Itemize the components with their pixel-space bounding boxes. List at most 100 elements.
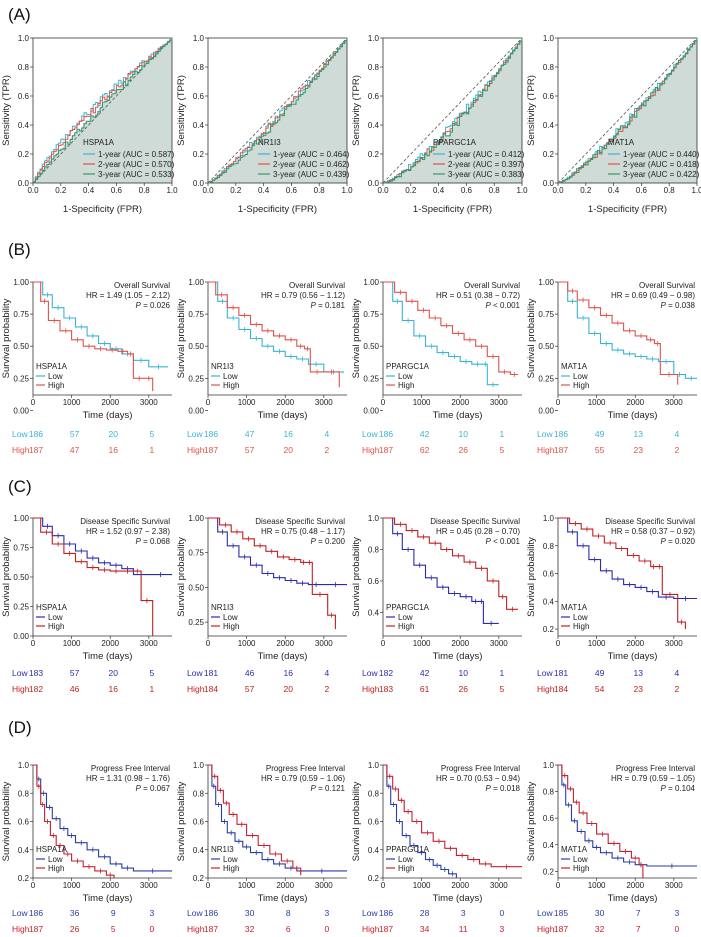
survival-type-title: Overall Survival [639, 281, 695, 290]
risk-table-count: 3 [149, 908, 154, 918]
p-value-number: = 0.018 [491, 784, 521, 793]
x-tick-label: 0.0 [202, 186, 214, 195]
risk-table-count: 186 [379, 429, 393, 439]
y-axis-label: Survival probability [526, 781, 537, 861]
y-tick-label: 0.2 [18, 874, 30, 883]
risk-table-count: 28 [420, 908, 430, 918]
y-tick-label: 0.50 [188, 342, 204, 351]
legend-label-high: High [223, 622, 239, 631]
chart-b-ppargc1a: 0 1000 2000 3000 0.00 0.25 0.50 0.75 1.00 Time (d… [351, 278, 522, 455]
plot-frame [382, 37, 523, 184]
risk-table-count: 186 [204, 908, 218, 918]
hazard-ratio: HR = 0.51 (0.38 − 0.72) [436, 291, 520, 300]
y-tick-label: 0.75 [188, 549, 204, 558]
y-tick-label: 0.25 [188, 618, 204, 627]
y-tick-label: 0.6 [368, 818, 380, 827]
chart-d-mat1a: 0 1000 2000 3000 0.2 0.4 0.6 0.8 1.0 Time (days) S… [526, 761, 697, 934]
x-tick-label: 0.6 [461, 186, 473, 195]
legend-label-high: High [48, 622, 64, 631]
x-tick-label: 3000 [140, 881, 158, 890]
risk-table-count: 47 [245, 429, 255, 439]
legend-gene-name: HSPA1A [36, 603, 68, 612]
y-axis-label: Survival probability [526, 537, 537, 617]
risk-table-count: 54 [595, 684, 605, 694]
risk-table-count: 20 [283, 445, 293, 455]
y-tick-label: 0.2 [543, 150, 555, 159]
chart-c-ppargc1a: 0 1000 2000 3000 0.4 0.6 0.8 1.0 Time (days) Surv… [351, 514, 522, 694]
risk-table-group-low: Low [12, 908, 28, 918]
chart-a-mat1a: 0.0 0.2 0.4 0.6 0.8 1.0 0.0 0.2 0.4 0.6 0.8 1.0 1-Sp… [526, 34, 701, 215]
x-tick-label: 1.0 [516, 186, 528, 195]
x-tick-label: 2000 [626, 881, 644, 890]
p-value: P = 0.104 [661, 784, 696, 793]
plot-frame [207, 37, 348, 184]
risk-table-count: 47 [70, 445, 80, 455]
risk-table-count: 13 [633, 429, 643, 439]
x-axis-label: 1-Specificity (FPR) [238, 204, 317, 215]
km-curve-low [558, 281, 697, 379]
p-value-number: = 0.200 [316, 537, 346, 546]
risk-table-count: 16 [108, 445, 118, 455]
x-tick-label: 0.4 [608, 186, 620, 195]
risk-table-count: 34 [420, 924, 430, 934]
x-tick-label: 2000 [276, 639, 294, 648]
risk-table-count: 4 [324, 668, 329, 678]
legend-label-3-year: 3-year (AUC = 0.422) [623, 170, 700, 179]
chart-c-hspa1a: 0 1000 2000 3000 0.00 0.25 0.50 0.75 1.00 Time (d… [1, 514, 172, 694]
x-tick-label: 2000 [451, 639, 469, 648]
y-tick-label: 1.0 [193, 761, 205, 770]
risk-table-group-low: Low [12, 429, 28, 439]
legend-label-low: Low [223, 855, 238, 864]
y-tick-label: 0.8 [18, 789, 30, 798]
y-tick-label: 0.2 [543, 867, 555, 876]
p-value: P = 0.068 [136, 537, 171, 546]
x-tick-label: 3000 [490, 639, 508, 648]
risk-table-count: 46 [245, 668, 255, 678]
y-tick-label: 0.8 [193, 63, 205, 72]
survival-type-title: Disease Specific Survival [80, 517, 170, 526]
p-value-symbol: P [661, 537, 667, 546]
x-axis-label: Time (days) [258, 893, 308, 904]
km-curve-low [208, 517, 347, 586]
risk-table-count: 57 [245, 445, 255, 455]
risk-table-count: 10 [458, 668, 468, 678]
x-axis-label: Time (days) [258, 651, 308, 662]
x-tick-label: 0.6 [111, 186, 123, 195]
legend-gene-name: MAT1A [561, 603, 588, 612]
reference-diagonal [382, 37, 523, 184]
legend-label-2-year: 2-year (AUC = 0.397) [448, 160, 525, 169]
y-tick-label: 1.00 [363, 278, 379, 287]
y-tick-label: 0.50 [538, 342, 554, 351]
p-value-number: = 0.026 [141, 301, 171, 310]
chart-d-nr1i3: 0 1000 2000 3000 0.2 0.4 0.6 0.8 1.0 Time (days) S… [176, 761, 347, 934]
risk-table-count: 182 [29, 684, 43, 694]
risk-table-count: 183 [29, 668, 43, 678]
y-tick-label: 0.00 [188, 406, 204, 415]
chart-a-nr1i3: 0.0 0.2 0.4 0.6 0.8 1.0 0.0 0.2 0.4 0.6 0.8 1.0 1-Sp… [176, 34, 353, 215]
risk-table-count: 183 [379, 684, 393, 694]
chart-b-nr1i3: 0 1000 2000 3000 0.00 0.25 0.50 0.75 1.00 Time (d… [176, 278, 347, 455]
y-tick-label: 0.0 [18, 179, 30, 188]
y-tick-label: 0.4 [193, 121, 205, 130]
x-tick-label: 1000 [588, 881, 606, 890]
y-tick-label: 0.00 [13, 632, 29, 641]
hazard-ratio: HR = 0.58 (0.37 − 0.92) [611, 527, 695, 536]
legend-label-3-year: 3-year (AUC = 0.439) [273, 170, 350, 179]
legend-label-low: Low [398, 855, 413, 864]
roc-series-2-year [33, 38, 173, 184]
p-value-number: < 0.001 [491, 537, 521, 546]
y-tick-label: 0.8 [368, 63, 380, 72]
x-tick-label: 0.2 [405, 186, 417, 195]
y-tick-label: 0.0 [368, 179, 380, 188]
x-tick-label: 3000 [315, 881, 333, 890]
x-tick-label: 0 [206, 398, 211, 407]
chart-c-mat1a: 0 1000 2000 3000 0.2 0.4 0.6 0.8 1.0 Time (days) S… [526, 514, 697, 694]
x-tick-label: 0.4 [83, 186, 95, 195]
risk-table-group-high: High [12, 445, 30, 455]
x-tick-label: 2000 [276, 398, 294, 407]
survival-type-title: Disease Specific Survival [605, 517, 695, 526]
x-axis-label: Time (days) [433, 410, 483, 421]
risk-table-count: 26 [458, 445, 468, 455]
y-tick-label: 1.0 [193, 34, 205, 43]
risk-table-count: 36 [70, 908, 80, 918]
